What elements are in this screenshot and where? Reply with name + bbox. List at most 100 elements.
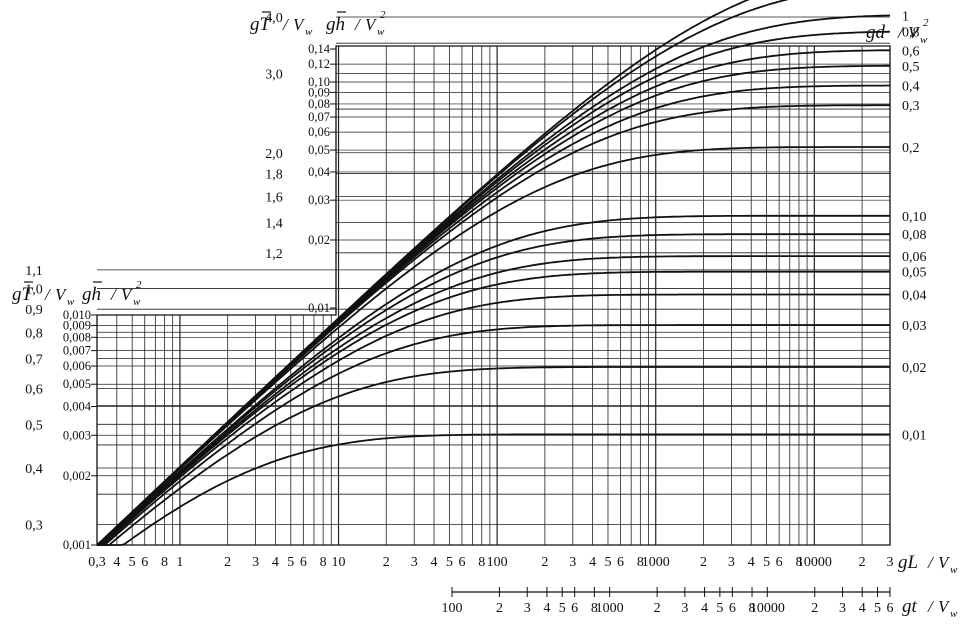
y-tick-T-upper: 2,0 xyxy=(265,147,283,162)
x-tick-label: 1 xyxy=(176,555,183,570)
time-scale-label: 5 xyxy=(716,601,723,616)
x-tick-label: 4 xyxy=(113,555,120,570)
time-scale-label: 8 xyxy=(749,601,756,616)
curve-depth-16 xyxy=(97,433,890,546)
y-tick-T-lower: 1,0 xyxy=(25,283,43,298)
y-tick-h-lower: 0,001 xyxy=(63,538,91,552)
x-tick-label: 3 xyxy=(252,555,259,570)
y-tick-T-lower: 0,8 xyxy=(25,326,43,341)
depth-label: 0,4 xyxy=(902,80,920,95)
curve-depth-13 xyxy=(97,293,890,546)
curve-depth-8 xyxy=(96,146,890,546)
y-tick-h-upper: 0,12 xyxy=(308,57,330,71)
time-scale-label: 3 xyxy=(524,601,531,616)
time-scale-label: 5 xyxy=(559,601,566,616)
y-tick-T-lower: 0,4 xyxy=(25,462,43,477)
ylabel-upper-h-slash: / xyxy=(354,15,362,34)
depth-label: 0,01 xyxy=(902,428,927,443)
x-tick-label: 1000 xyxy=(642,555,670,570)
y-tick-T-lower: 0,9 xyxy=(25,303,43,318)
curve-depth-10 xyxy=(96,233,890,546)
y-tick-h-upper: 0,04 xyxy=(308,165,331,179)
x-tick-label: 6 xyxy=(776,555,783,570)
curve-depth-9 xyxy=(96,214,890,546)
ylabel-lower-T-den: V xyxy=(55,285,68,304)
curve-depth-11 xyxy=(97,255,890,546)
time-scale-label: 2 xyxy=(654,601,661,616)
ylabel-right-den: V xyxy=(908,23,921,42)
x-tick-label: 100 xyxy=(487,555,508,570)
x-tick-label: 6 xyxy=(300,555,307,570)
time-scale-label: 1000 xyxy=(596,601,624,616)
y-tick-h-lower: 0,002 xyxy=(63,469,91,483)
y-tick-T-upper: 1,8 xyxy=(265,167,283,182)
y-tick-h-upper: 0,06 xyxy=(308,125,330,139)
depth-label: 0,04 xyxy=(902,289,927,304)
depth-label: 0,06 xyxy=(902,250,927,265)
y-tick-T-lower: 1,1 xyxy=(25,264,43,279)
y-tick-h-lower: 0,010 xyxy=(63,308,91,322)
x-tick-label: 4 xyxy=(748,555,755,570)
time-scale-label: 5 xyxy=(874,601,881,616)
curve-depth-7 xyxy=(96,104,890,546)
depth-label: 0,10 xyxy=(902,210,927,225)
y-tick-h-upper: 0,02 xyxy=(308,233,330,247)
ylabel-lower-h: gh xyxy=(82,284,101,305)
time-scale-label: 6 xyxy=(729,601,736,616)
y-tick-T-upper: 4,0 xyxy=(265,11,283,26)
x-tick-label: 4 xyxy=(431,555,438,570)
y-tick-T-lower: 0,6 xyxy=(25,383,43,398)
ylabel-lower-T-sub: w xyxy=(67,296,75,308)
ylabel-upper-h: gh xyxy=(326,14,345,35)
ylabel-upper-T-sub: w xyxy=(305,26,313,38)
xlabel-main-den: V xyxy=(938,553,951,572)
y-tick-h-upper: 0,10 xyxy=(308,75,330,89)
depth-label: 0,3 xyxy=(902,99,920,114)
depth-label: 0,05 xyxy=(902,266,927,281)
time-scale-label: 4 xyxy=(859,601,866,616)
ylabel-lower-h-slash: / xyxy=(110,285,118,304)
y-tick-T-upper: 1,2 xyxy=(265,247,283,262)
y-tick-h-upper: 0,09 xyxy=(308,85,330,99)
curve-depth-4 xyxy=(96,49,890,546)
ylabel-upper-h-sub: w xyxy=(377,26,385,38)
x-tick-label: 2 xyxy=(224,555,231,570)
x-tick-label: 8 xyxy=(795,555,802,570)
y-tick-h-lower: 0,003 xyxy=(63,428,91,442)
y-tick-T-lower: 0,7 xyxy=(25,352,43,367)
x-tick-label: 4 xyxy=(589,555,596,570)
y-tick-h-lower: 0,004 xyxy=(63,400,92,414)
xlabel-time-sub: w xyxy=(950,608,958,620)
x-tick-label: 3 xyxy=(887,555,894,570)
ylabel-lower-T-slash: / xyxy=(44,285,52,304)
x-tick-label: 2 xyxy=(383,555,390,570)
y-tick-T-upper: 1,6 xyxy=(265,190,283,205)
time-scale-label: 100 xyxy=(442,601,463,616)
curve-depth-2 xyxy=(96,14,891,546)
ylabel-right-sup: 2 xyxy=(923,17,929,29)
x-tick-label: 5 xyxy=(129,555,136,570)
y-tick-T-lower: 0,3 xyxy=(25,518,43,533)
xlabel-time-den: V xyxy=(938,597,951,616)
y-tick-h-upper: 0,14 xyxy=(308,42,331,56)
time-scale-label: 2 xyxy=(496,601,503,616)
x-tick-label: 0,3 xyxy=(88,555,106,570)
ylabel-lower-h-den: V xyxy=(121,285,134,304)
ylabel-lower-T: gT xyxy=(12,284,34,305)
ylabel-upper-T-slash: / xyxy=(282,15,290,34)
y-tick-h-lower: 0,006 xyxy=(63,359,91,373)
time-scale-label: 8 xyxy=(591,601,598,616)
xlabel-main-slash: / xyxy=(927,553,935,572)
xlabel-time: gt xyxy=(902,596,918,617)
ylabel-lower-h-sup: 2 xyxy=(136,279,142,291)
time-scale-label: 3 xyxy=(681,601,688,616)
time-scale-label: 6 xyxy=(571,601,578,616)
x-tick-label: 4 xyxy=(272,555,279,570)
x-tick-label: 2 xyxy=(859,555,866,570)
depth-label: 0,2 xyxy=(902,141,920,156)
y-tick-T-upper: 3,0 xyxy=(265,67,283,82)
time-scale-label: 2 xyxy=(811,601,818,616)
x-tick-label: 8 xyxy=(637,555,644,570)
time-scale-label: 6 xyxy=(887,601,894,616)
